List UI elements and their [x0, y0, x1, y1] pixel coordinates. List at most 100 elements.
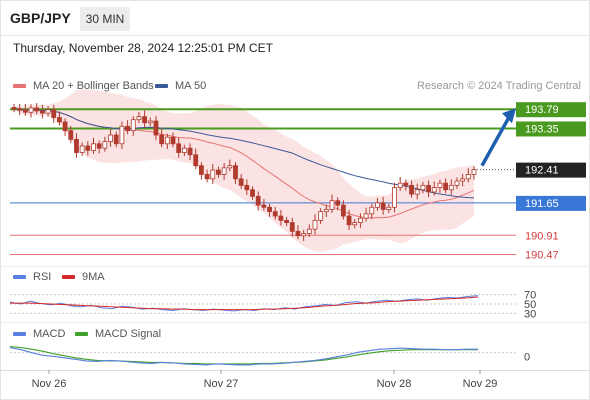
legend-macd-signal: MACD Signal: [75, 328, 161, 340]
credit-text: Research © 2024 Trading Central: [416, 80, 581, 92]
candle-body: [409, 184, 414, 195]
level-label-190.91: 190.91: [525, 230, 559, 242]
candle-body: [210, 169, 216, 180]
candle-body: [39, 110, 45, 114]
candle-body: [164, 136, 170, 145]
candle-body: [301, 233, 307, 237]
candle-body: [386, 206, 392, 210]
candle-body: [28, 107, 34, 113]
legend-ma20-label: MA 20 + Bollinger Bands: [33, 80, 154, 92]
candle-body: [130, 119, 136, 132]
candle-body: [11, 107, 17, 110]
candle-body: [380, 202, 386, 210]
candle-body: [125, 125, 130, 132]
level-label-193.79: 193.79: [525, 104, 559, 116]
candle-body: [187, 147, 193, 156]
candle-body: [45, 109, 51, 114]
candle-body: [465, 174, 471, 180]
timeframe-button[interactable]: 30 MIN: [80, 7, 130, 31]
candle-body: [312, 220, 318, 230]
candle-body: [57, 117, 62, 123]
candle-body: [272, 211, 278, 217]
current-price-box: [516, 162, 586, 178]
candle-body: [392, 187, 397, 208]
candle-body: [318, 211, 324, 221]
level-box-191.65: [516, 195, 586, 211]
candle-body: [340, 204, 346, 217]
ma50-line: [13, 108, 475, 199]
timestamp: Thursday, November 28, 2024 12:25:01 PM …: [13, 41, 273, 55]
macd-signal-swatch: [75, 332, 88, 336]
candle-body: [471, 169, 477, 175]
candle-body: [244, 184, 250, 191]
bollinger-bands: [14, 89, 474, 252]
legend-ma50-label: MA 50: [175, 80, 207, 92]
candle-body: [358, 217, 363, 223]
candle-body: [306, 228, 312, 234]
candle-body: [255, 195, 261, 206]
macd-divider: [0, 322, 590, 323]
target-arrowhead: [502, 108, 516, 124]
candle-body: [119, 125, 125, 145]
legend-macd-label: MACD: [33, 328, 66, 340]
macd-signal-line: [9, 346, 478, 365]
candle-body: [426, 184, 431, 193]
level-label-190.47: 190.47: [525, 250, 559, 262]
candle-body: [369, 206, 375, 215]
candle-body: [79, 145, 85, 153]
rsi-ma-swatch: [62, 275, 75, 279]
level-label-193.35: 193.35: [525, 123, 559, 135]
candle-body: [329, 200, 335, 210]
target-arrow: [480, 108, 516, 167]
candle-body: [227, 165, 233, 169]
candle-body: [17, 108, 23, 111]
macd-panel: 0: [9, 346, 530, 366]
legend-rsi-label: RSI: [33, 271, 52, 283]
candle-body: [323, 209, 329, 213]
candle-body: [284, 220, 289, 223]
candles: [11, 103, 477, 241]
candle-body: [403, 182, 409, 186]
rsi-divider: [0, 266, 590, 267]
rsi-ma-line: [10, 296, 479, 311]
candle-body: [238, 178, 244, 186]
candle-body: [346, 215, 352, 226]
x-axis: Nov 26 Nov 27 Nov 28 Nov 29: [32, 370, 498, 390]
candle-body: [102, 141, 108, 149]
level-label-191.65: 191.65: [525, 198, 559, 210]
candle-body: [113, 134, 119, 145]
ma20-swatch: [13, 84, 26, 88]
candle-body: [136, 116, 142, 121]
legend-macd: MACD: [13, 328, 65, 340]
candle-body: [414, 189, 420, 195]
x-tick-label: Nov 29: [463, 378, 498, 390]
moving-averages: [13, 108, 475, 219]
candle-body: [181, 147, 187, 153]
legend-rsi-ma-label: 9MA: [82, 271, 105, 283]
candle-body: [267, 206, 272, 213]
legend-rsi: RSI: [13, 271, 51, 283]
legend-macd-signal-label: MACD Signal: [95, 328, 162, 340]
bollinger-band-area: [14, 89, 474, 252]
candle-body: [74, 139, 79, 153]
macd-line: [9, 347, 478, 366]
candle-body: [199, 165, 204, 175]
level-box-193.79: [516, 102, 586, 118]
candle-body: [454, 180, 460, 186]
candle-body: [352, 222, 358, 226]
level-labels: 193.79 193.35 191.65 190.91 190.47 192.41: [516, 102, 586, 262]
candle-body: [261, 204, 267, 208]
candle-body: [375, 202, 380, 208]
candle-body: [147, 120, 153, 124]
candle-body: [363, 213, 369, 219]
x-tick-label: Nov 27: [204, 378, 239, 390]
candle-body: [233, 165, 238, 180]
candle-body: [443, 182, 449, 191]
candle-body: [204, 174, 210, 180]
candle-body: [142, 116, 148, 124]
candle-body: [170, 136, 176, 145]
candle-body: [460, 178, 466, 182]
candle-body: [295, 230, 301, 237]
current-price-label: 192.41: [525, 165, 559, 177]
